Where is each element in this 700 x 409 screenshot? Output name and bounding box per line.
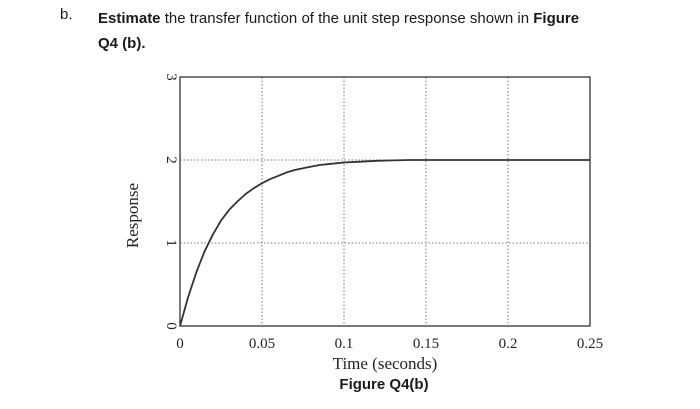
question-text-figure: Figure [533, 10, 580, 27]
x-axis-title: Time (seconds) [333, 354, 438, 373]
x-tick-label: 0.1 [335, 336, 354, 352]
figure-caption: Figure Q4(b) [339, 376, 429, 393]
question-text-estimate: Estimate [98, 10, 161, 27]
question-text-body: the transfer function of the unit step r… [160, 10, 534, 27]
y-axis-title: Response [123, 183, 142, 248]
question-text-figure-ref: Q4 (b). [98, 35, 146, 52]
x-tick-label: 0.15 [413, 336, 439, 352]
x-tick-label: 0 [176, 336, 184, 352]
x-tick-label: 0.2 [499, 336, 518, 352]
y-tick-label: 2 [163, 156, 179, 164]
x-tick-label: 0.25 [577, 336, 603, 352]
plot-frame [179, 76, 591, 327]
figure-caption-box: Figure Q4(b) [0, 376, 700, 393]
question-label: b. [60, 6, 73, 23]
question-text: Estimate the transfer function of the un… [98, 6, 658, 56]
y-tick-label: 3 [163, 73, 179, 81]
step-response-line [179, 159, 590, 327]
x-tick-label: 0.05 [249, 336, 275, 352]
y-tick-label: 1 [163, 239, 179, 247]
y-tick-label: 0 [163, 322, 179, 330]
